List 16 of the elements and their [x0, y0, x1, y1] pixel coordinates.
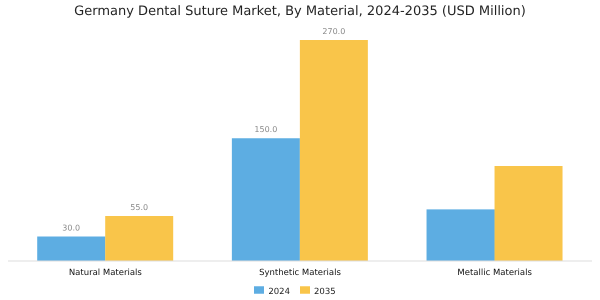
bar [37, 236, 106, 261]
x-tick-label: Metallic Materials [457, 268, 532, 278]
bar [232, 138, 300, 261]
chart-title: Germany Dental Suture Market, By Material, 2024-2035 (USD Million) [73, 4, 527, 19]
x-tick-label: Natural Materials [68, 268, 142, 278]
data-label: 270.0 [322, 27, 346, 36]
data-label: 55.0 [130, 202, 148, 212]
data-label: 150.0 [254, 125, 278, 134]
data-label: 30.0 [62, 223, 80, 232]
x-tick-label: Synthetic Materials [259, 268, 342, 278]
bar [426, 209, 495, 261]
bar [300, 40, 368, 261]
legend-label: 2024 [268, 287, 290, 297]
bar [494, 166, 563, 261]
bar [105, 216, 174, 261]
legend-label: 2035 [314, 287, 336, 297]
